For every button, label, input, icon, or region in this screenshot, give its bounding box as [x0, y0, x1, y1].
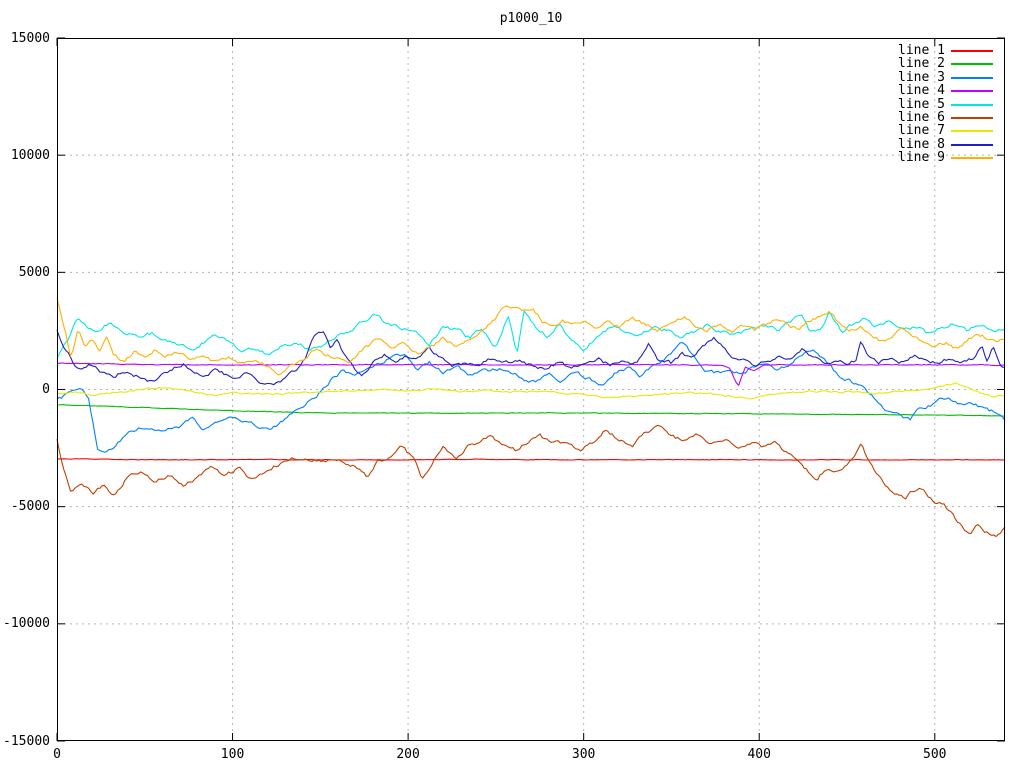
legend-entry: line 7 — [829, 124, 999, 137]
legend-color-sample — [951, 117, 993, 119]
legend-label: line 6 — [898, 110, 945, 125]
series-line-5 — [56, 309, 1006, 359]
legend-entry: line 3 — [829, 71, 999, 84]
y-tick-label: 0 — [42, 382, 50, 397]
legend-label: line 9 — [898, 150, 945, 166]
legend-entry: line 6 — [829, 111, 999, 124]
y-tick-label: 5000 — [18, 264, 50, 280]
legend-color-sample — [951, 157, 993, 160]
y-tick-label: -5000 — [10, 499, 50, 515]
legend-entry: line 1 — [829, 44, 999, 57]
legend-label: line 2 — [898, 56, 945, 72]
legend-entry: line 5 — [829, 98, 999, 111]
legend-label: line 7 — [898, 123, 945, 139]
legend-color-sample — [951, 130, 993, 133]
y-tick-label: -10000 — [3, 616, 50, 632]
legend-label: line 4 — [898, 83, 945, 99]
legend-entry: line 2 — [829, 57, 999, 70]
series-line-2 — [56, 404, 1006, 417]
x-tick-label: 400 — [747, 747, 771, 762]
legend-label: line 1 — [898, 43, 945, 58]
series-line-3 — [56, 342, 1006, 453]
legend-color-sample — [951, 76, 993, 79]
y-tick-label: -15000 — [3, 733, 50, 749]
x-tick-label: 300 — [571, 747, 596, 762]
legend-entry: line 9 — [829, 151, 999, 164]
series-line-8 — [56, 329, 1006, 386]
series-line-6 — [56, 424, 1006, 538]
y-tick-label: 10000 — [10, 147, 50, 163]
legend-color-sample — [951, 63, 993, 66]
legend-label: line 8 — [898, 136, 945, 152]
legend-color-sample — [951, 143, 993, 146]
x-tick-label: 0 — [53, 747, 61, 762]
legend-entry: line 4 — [829, 84, 999, 97]
legend-color-sample — [951, 90, 993, 93]
legend-entry: line 8 — [829, 138, 999, 151]
series-line-9 — [56, 297, 1005, 376]
x-tick-label: 200 — [396, 747, 420, 762]
x-tick-label: 500 — [923, 747, 947, 762]
legend-label: line 5 — [898, 96, 945, 112]
x-tick-label: 100 — [220, 747, 245, 762]
series-line-1 — [56, 458, 1005, 461]
chart-title: p1000_10 — [499, 11, 563, 26]
legend-color-sample — [951, 50, 993, 52]
legend-label: line 3 — [898, 69, 945, 85]
legend-color-sample — [951, 103, 993, 106]
y-tick-label: 15000 — [10, 30, 50, 46]
series-line-7 — [56, 382, 1006, 400]
plot-border — [57, 38, 1005, 741]
